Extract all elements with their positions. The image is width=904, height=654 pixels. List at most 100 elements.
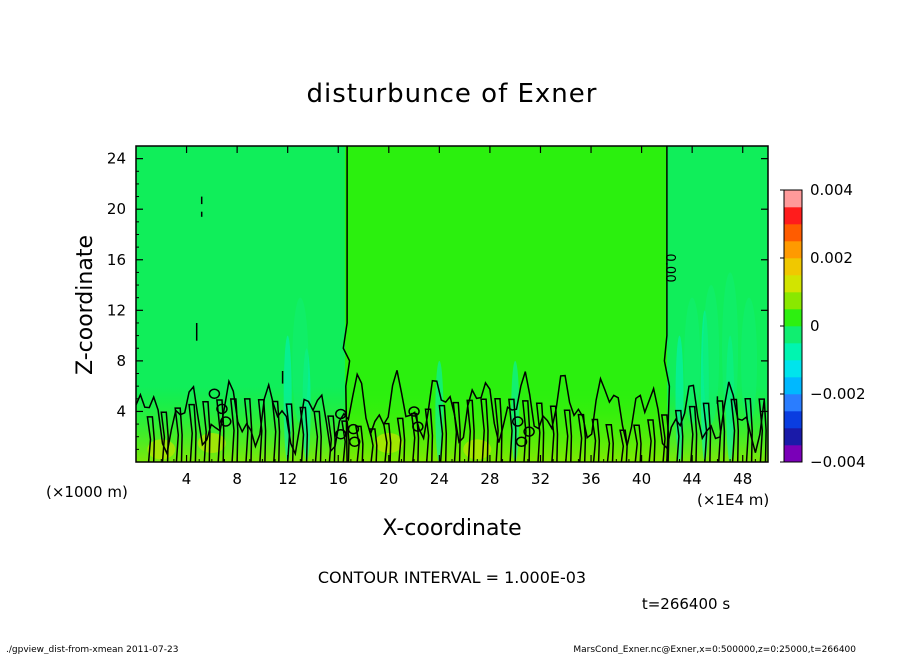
y-tick-label-1: 8: [116, 352, 126, 370]
chart-title: disturbunce of Exner: [307, 79, 598, 109]
contour-loop-7: [408, 406, 420, 417]
cell-contour-373: [605, 424, 614, 462]
upper-negative-patch-2: [722, 272, 739, 425]
x-tick-label-6: 28: [480, 470, 499, 488]
colorbar-label-1: 0.002: [810, 249, 853, 267]
cell-contour-131: [299, 406, 309, 462]
colorbar-label-2: 0: [810, 317, 820, 335]
cell-contour-43: [188, 403, 197, 462]
cell-contour-164: [341, 420, 350, 462]
cell-contour-175: [355, 425, 364, 462]
cell-contour-461: [716, 400, 726, 462]
cell-contour-208: [396, 417, 406, 462]
x-axis: 4 8 12 16 20 24 28 32 36 40 44 48: [148, 146, 756, 488]
colorbar-step-11: [784, 258, 802, 276]
cell-contour-351: [577, 413, 587, 462]
colorbar-step-10: [784, 275, 802, 293]
contour-loop-5: [347, 423, 360, 435]
contour-loop-11: [523, 426, 535, 437]
cell-contour-439: [688, 405, 698, 462]
y-tick-label-0: 4: [116, 402, 126, 420]
cell-contour-252: [452, 401, 461, 462]
cell-contour-406: [647, 419, 656, 462]
cell-contour-274: [480, 398, 489, 462]
time-label: t=266400 s: [642, 595, 730, 613]
contour-loop-1: [216, 403, 228, 415]
cell-contour-87: [243, 398, 253, 462]
y-tick-label-3: 16: [107, 251, 126, 269]
colorbar-step-12: [784, 241, 802, 259]
x-tick-label-7: 32: [531, 470, 550, 488]
colorbar-step-9: [784, 292, 802, 310]
colorbar-step-0: [784, 445, 802, 463]
x-tick-label-9: 40: [632, 470, 651, 488]
cell-contour-65: [216, 399, 225, 462]
contour-lines: [136, 146, 767, 462]
x-tick-label-1: 8: [232, 470, 242, 488]
y-axis-label: Z-coordinate: [73, 235, 98, 375]
x-tick-label-2: 12: [278, 470, 297, 488]
contour-loop-9: [511, 416, 524, 427]
cell-contour-186: [368, 428, 378, 462]
plot-area: [136, 146, 768, 462]
colorbar-step-4: [784, 377, 802, 395]
cell-contour-483: [744, 398, 753, 462]
upper-negative-patch-1: [703, 285, 720, 425]
contour-loop-2: [219, 416, 232, 427]
contour-loop-6: [348, 436, 361, 448]
x-tick-label-4: 20: [379, 470, 398, 488]
cell-contour-197: [382, 422, 392, 462]
cell-contour-109: [271, 400, 281, 462]
cell-contour-54: [202, 401, 211, 462]
positive-patch-2: [374, 433, 403, 454]
low-level-contour: [136, 370, 765, 457]
low-level-field: [136, 272, 768, 462]
x-tick-label-0: 4: [182, 470, 192, 488]
zero-contour-left: [342, 146, 351, 462]
x-tick-label-10: 44: [683, 470, 702, 488]
cell-contour-395: [633, 424, 642, 462]
x-axis-label: X-coordinate: [382, 516, 521, 541]
contour-value-label: 0.00: [662, 254, 677, 283]
positive-patch-0: [147, 439, 176, 460]
zero-contour-right: [663, 146, 671, 462]
contour-loop-8: [412, 421, 424, 432]
cell-contour-120: [285, 403, 295, 462]
cell-contour-263: [466, 399, 475, 462]
y-tick-label-5: 24: [107, 150, 126, 168]
y-tick-label-4: 20: [107, 200, 126, 218]
cell-contour-241: [438, 404, 448, 462]
cell-contour-494: [758, 398, 767, 462]
colorbar-step-1: [784, 428, 802, 446]
y-axis: 4 8 12 16 20 24: [107, 150, 768, 450]
cell-contour-428: [674, 409, 684, 462]
colorbar: [784, 190, 802, 463]
colorbar-label-4: −0.004: [810, 453, 866, 471]
cell-contour-318: [535, 402, 545, 462]
colorbar-label-0: 0.004: [810, 181, 853, 199]
cell-contour-450: [702, 402, 712, 462]
colorbar-step-14: [784, 207, 802, 225]
cell-contour-329: [549, 405, 559, 462]
footer-right: MarsCond_Exner.nc@Exner,x=0:500000,z=0:2…: [573, 645, 856, 654]
cell-contour-32: [174, 407, 183, 462]
colorbar-step-5: [784, 360, 802, 378]
x-tick-label-8: 36: [581, 470, 600, 488]
contour-interval: CONTOUR INTERVAL = 1.000E-03: [318, 568, 586, 587]
x-tick-label-5: 24: [430, 470, 449, 488]
positive-patch-3: [463, 439, 492, 460]
footer-left: ./gpview_dist-from-xmean 2011-07-23: [6, 645, 178, 654]
cell-contour-76: [229, 398, 239, 462]
cell-contour-417: [660, 414, 670, 462]
x-tick-label-3: 16: [329, 470, 348, 488]
colorbar-step-15: [784, 190, 802, 208]
x-tick-label-11: 48: [733, 470, 752, 488]
cell-contour-340: [563, 409, 573, 462]
contour-loop-10: [515, 436, 528, 448]
cell-contour-230: [424, 408, 434, 462]
cell-contour-472: [730, 398, 740, 462]
cell-contour-362: [591, 418, 601, 462]
cell-contour-285: [494, 398, 503, 462]
x-unit-left: (×1000 m): [46, 483, 128, 501]
